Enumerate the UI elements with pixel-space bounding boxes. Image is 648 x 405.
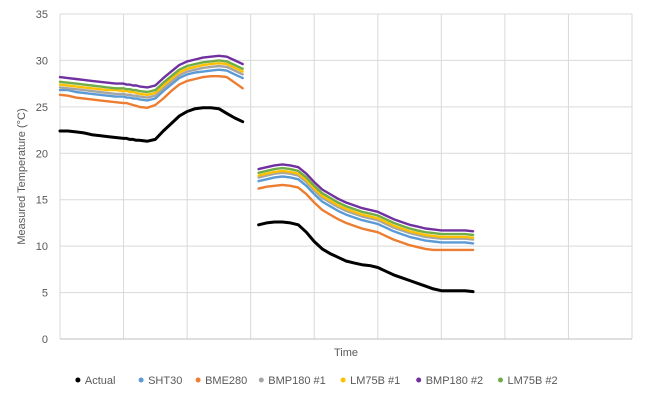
legend: Actual SHT30 BME280 BMP180 #1 LM75B #1 BMP180… (75, 375, 558, 387)
legend-label-lm75b-1: LM75B #1 (350, 375, 400, 387)
legend-marker-actual (75, 377, 81, 383)
y-tick-label: 5 (42, 288, 48, 300)
legend-marker-lm75b-1 (340, 377, 346, 383)
y-tick-label: 10 (36, 241, 48, 253)
legend-marker-bmp180-2 (416, 377, 422, 383)
y-tick-label: 20 (36, 148, 48, 160)
legend-label-actual: Actual (85, 375, 116, 387)
series-line-lm75b-2 (58, 59, 475, 237)
y-tick-label: 35 (36, 9, 48, 21)
gridlines (59, 13, 633, 340)
axes: 0 5 10 15 20 25 30 35 (36, 9, 632, 346)
legend-marker-lm75b-2 (498, 377, 503, 383)
y-tick-label: 0 (42, 334, 48, 346)
legend-marker-sht30 (138, 377, 144, 383)
x-axis-title: Time (334, 347, 358, 359)
y-tick-label: 30 (36, 55, 48, 67)
legend-marker-bme280 (195, 377, 201, 383)
y-tick-label: 15 (36, 195, 48, 207)
series-line-bme280 (58, 75, 475, 252)
series-line-bmp180-1 (58, 64, 475, 241)
series-line-sht30 (58, 68, 475, 245)
legend-label-sht30: SHT30 (148, 375, 182, 387)
legend-marker-bmp180-1 (258, 377, 264, 383)
legend-label-bmp180-1: BMP180 #1 (268, 375, 325, 387)
series-line-actual (58, 106, 475, 294)
legend-label-bmp180-2: BMP180 #2 (426, 375, 483, 387)
legend-label-lm75b-2: LM75B #2 (508, 375, 558, 387)
y-axis-title: Measured Temperature (°C) (16, 108, 28, 244)
series-line-bmp180-2 (58, 54, 475, 233)
legend-label-bme280: BME280 (205, 375, 247, 387)
plot-area (58, 54, 475, 294)
y-tick-label: 25 (36, 102, 48, 114)
series-line-lm75b-1 (58, 62, 475, 239)
